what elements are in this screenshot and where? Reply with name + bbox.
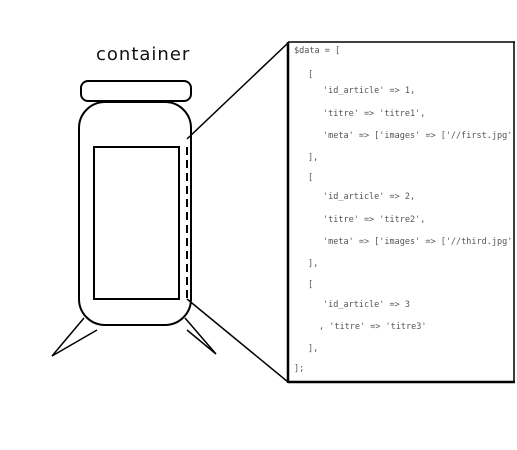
code-line: 'titre' => 'titre2',: [323, 215, 426, 225]
code-line: ],: [308, 153, 319, 163]
code-line: ];: [294, 364, 305, 374]
container-label: container: [96, 44, 191, 65]
code-line: 'id_article' => 3: [323, 300, 410, 310]
jar-body: [78, 101, 192, 326]
zoom-line-top: [186, 42, 289, 140]
code-line: ],: [308, 344, 319, 354]
jar-right-leg: [184, 317, 217, 355]
code-line: 'id_article' => 1,: [323, 86, 416, 96]
code-snippet: $data = [ [ 'id_article' => 1, 'titre' =…: [292, 42, 514, 380]
code-line: [: [308, 280, 314, 290]
jar-left-leg: [51, 317, 98, 357]
jar-lid: [80, 80, 192, 102]
code-line: 'titre' => 'titre1',: [323, 109, 426, 119]
code-line: 'meta' => ['images' => ['//first.jpg', '…: [323, 131, 514, 141]
code-line: 'meta' => ['images' => ['//third.jpg']]: [323, 237, 514, 247]
code-line: $data = [: [294, 46, 341, 56]
code-line: 'id_article' => 2,: [323, 192, 416, 202]
code-line: , 'titre' => 'titre3': [319, 322, 427, 332]
code-line: [: [308, 70, 314, 80]
jar-inner-frame: [93, 146, 180, 300]
code-line: [: [308, 173, 314, 183]
zoom-line-bottom: [186, 298, 289, 383]
code-line: ],: [308, 259, 319, 269]
